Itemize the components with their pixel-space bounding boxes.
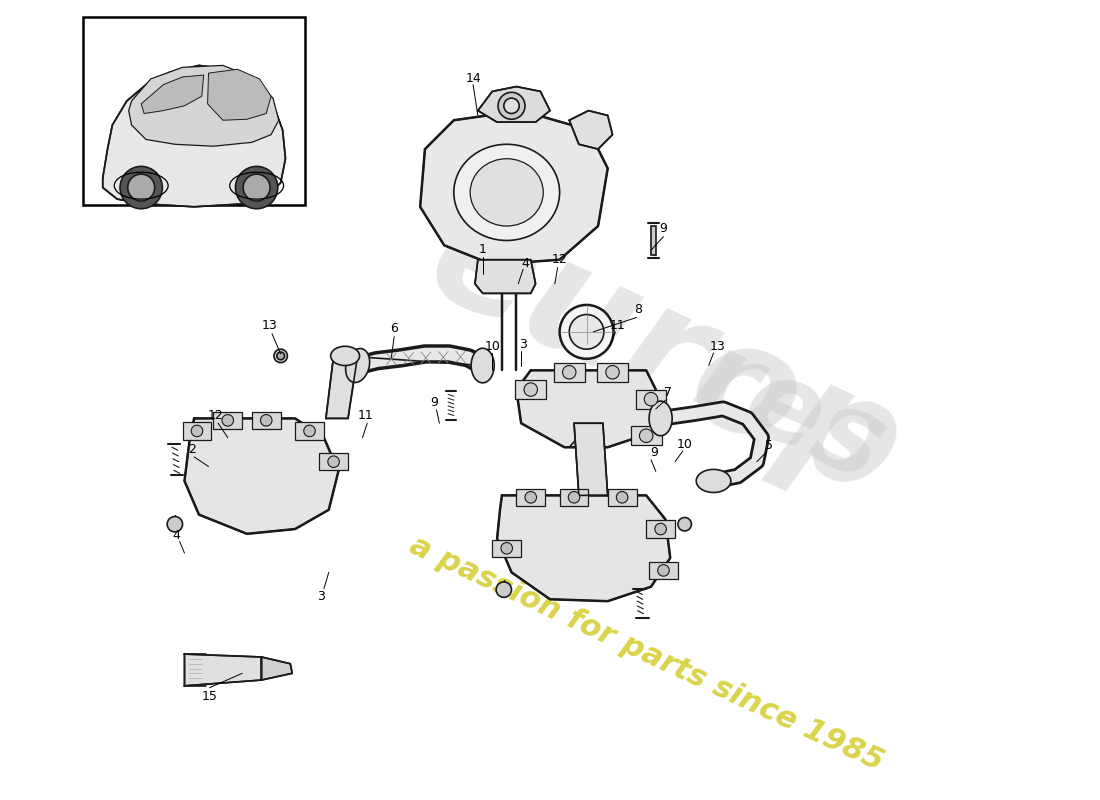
- Polygon shape: [497, 495, 670, 601]
- Text: 14: 14: [465, 72, 481, 86]
- Circle shape: [678, 518, 692, 531]
- Polygon shape: [646, 520, 675, 538]
- Ellipse shape: [470, 158, 543, 226]
- Polygon shape: [295, 422, 324, 439]
- Circle shape: [167, 517, 183, 532]
- Text: 8: 8: [635, 303, 642, 316]
- Circle shape: [504, 98, 519, 114]
- Polygon shape: [208, 70, 271, 120]
- Polygon shape: [651, 226, 656, 255]
- Polygon shape: [560, 489, 588, 506]
- Circle shape: [277, 352, 285, 360]
- Circle shape: [222, 414, 233, 426]
- Circle shape: [235, 166, 278, 209]
- Circle shape: [191, 425, 202, 437]
- Polygon shape: [475, 260, 536, 294]
- Text: 12: 12: [552, 254, 568, 266]
- Circle shape: [658, 565, 669, 576]
- Polygon shape: [141, 75, 204, 114]
- Circle shape: [243, 174, 271, 201]
- Text: 9: 9: [660, 222, 668, 235]
- Polygon shape: [185, 418, 339, 534]
- Polygon shape: [607, 489, 637, 506]
- Circle shape: [525, 491, 537, 503]
- Polygon shape: [102, 66, 286, 207]
- Circle shape: [569, 314, 604, 349]
- Polygon shape: [649, 562, 678, 579]
- Circle shape: [616, 491, 628, 503]
- Text: 4: 4: [521, 257, 529, 270]
- Text: res: res: [679, 324, 902, 503]
- Circle shape: [606, 366, 619, 379]
- Text: 6: 6: [390, 322, 398, 335]
- Text: 10: 10: [484, 340, 500, 353]
- Polygon shape: [262, 657, 293, 680]
- Polygon shape: [252, 412, 280, 429]
- Circle shape: [654, 523, 667, 535]
- Circle shape: [304, 425, 316, 437]
- Ellipse shape: [696, 470, 730, 493]
- Ellipse shape: [345, 349, 370, 382]
- Text: 9: 9: [650, 446, 658, 458]
- Text: 12: 12: [208, 409, 223, 422]
- Text: 7: 7: [664, 386, 672, 399]
- Polygon shape: [569, 110, 613, 149]
- Polygon shape: [420, 110, 607, 265]
- Circle shape: [328, 456, 339, 467]
- Text: 13: 13: [262, 318, 277, 332]
- Polygon shape: [185, 654, 262, 686]
- Text: 5: 5: [766, 439, 773, 452]
- Polygon shape: [319, 453, 348, 470]
- Circle shape: [498, 92, 525, 119]
- Text: a passion for parts since 1985: a passion for parts since 1985: [405, 531, 888, 777]
- Polygon shape: [630, 426, 661, 446]
- Polygon shape: [477, 86, 550, 122]
- Polygon shape: [493, 540, 521, 557]
- Polygon shape: [516, 489, 546, 506]
- Circle shape: [261, 414, 272, 426]
- Circle shape: [128, 174, 155, 201]
- Text: 1: 1: [478, 242, 486, 256]
- Circle shape: [639, 429, 653, 442]
- Circle shape: [645, 393, 658, 406]
- Text: 9: 9: [430, 395, 439, 409]
- Circle shape: [496, 582, 512, 598]
- Text: 13: 13: [710, 340, 725, 353]
- Text: 3: 3: [519, 338, 527, 351]
- Polygon shape: [516, 380, 547, 399]
- Polygon shape: [553, 362, 584, 382]
- Text: 11: 11: [358, 409, 373, 422]
- Circle shape: [120, 166, 163, 209]
- Text: 3: 3: [317, 590, 324, 603]
- Circle shape: [560, 305, 614, 358]
- Polygon shape: [597, 362, 628, 382]
- Circle shape: [274, 349, 287, 362]
- Polygon shape: [636, 390, 667, 409]
- Text: 4: 4: [173, 530, 180, 542]
- Circle shape: [562, 366, 576, 379]
- Text: 2: 2: [188, 442, 196, 456]
- Ellipse shape: [454, 144, 560, 241]
- Polygon shape: [326, 356, 358, 418]
- Polygon shape: [183, 422, 211, 439]
- Ellipse shape: [331, 346, 360, 366]
- Ellipse shape: [471, 348, 494, 383]
- Text: 10: 10: [676, 438, 693, 451]
- Polygon shape: [129, 66, 278, 146]
- Circle shape: [500, 542, 513, 554]
- Polygon shape: [574, 423, 607, 495]
- Ellipse shape: [649, 401, 672, 436]
- Text: 15: 15: [201, 690, 218, 703]
- Polygon shape: [213, 412, 242, 429]
- Bar: [84, 18, 305, 205]
- Circle shape: [569, 491, 580, 503]
- Circle shape: [524, 383, 538, 396]
- Text: europ: europ: [406, 182, 924, 530]
- Polygon shape: [516, 370, 661, 447]
- Text: 11: 11: [609, 318, 625, 332]
